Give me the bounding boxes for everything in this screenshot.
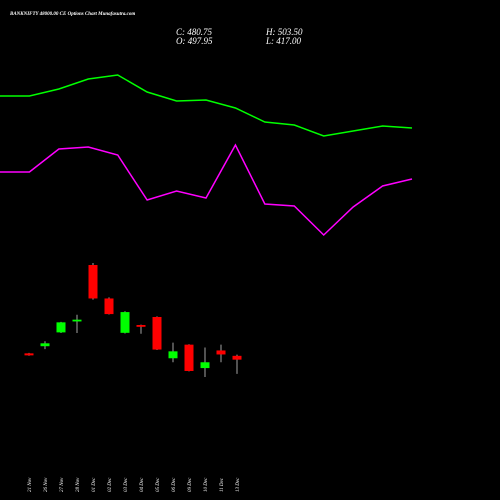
x-tick-label: 10 Dec <box>204 477 209 492</box>
x-tick-label: 28 Nov <box>76 477 81 492</box>
x-tick-label: 11 Dec <box>220 477 225 492</box>
candle-body <box>120 312 130 333</box>
indicator-line <box>0 143 413 237</box>
candle-body <box>40 343 50 347</box>
candle-body <box>232 355 242 360</box>
candle-body <box>136 325 146 327</box>
candle-body <box>152 316 162 350</box>
x-tick-label: 04 Dec <box>140 477 145 492</box>
x-tick-label: 13 Dec <box>236 477 241 492</box>
candle-body <box>104 298 114 315</box>
chart-title: BANKNIFTY 48000.00 CE Options Chart Muna… <box>9 12 135 17</box>
x-tick-label: 02 Dec <box>108 477 113 492</box>
ohlc-close: C: 480.75 <box>176 27 213 37</box>
ohlc-high: H: 503.50 <box>265 27 303 37</box>
x-tick-label: 03 Dec <box>124 477 129 492</box>
candle-body <box>88 265 98 299</box>
x-tick-label: 01 Dec <box>92 477 97 492</box>
candle-body <box>72 319 82 322</box>
ohlc-low: L: 417.00 <box>265 36 302 46</box>
candle-body <box>184 344 194 371</box>
x-tick-label: 06 Dec <box>172 477 177 492</box>
candle-body <box>24 353 34 356</box>
ohlc-open: O: 497.95 <box>176 36 213 46</box>
candle-body <box>216 350 226 355</box>
x-tick-label: 27 Nov <box>60 477 65 492</box>
x-tick-label: 09 Dec <box>188 477 193 492</box>
x-tick-label: 05 Dec <box>156 477 161 492</box>
indicator-line <box>0 74 413 137</box>
candle-body <box>200 362 210 369</box>
candle-body <box>56 322 66 333</box>
x-tick-label: 21 Nov <box>28 477 33 492</box>
x-tick-label: 26 Nov <box>44 477 49 492</box>
candle-body <box>168 351 178 359</box>
